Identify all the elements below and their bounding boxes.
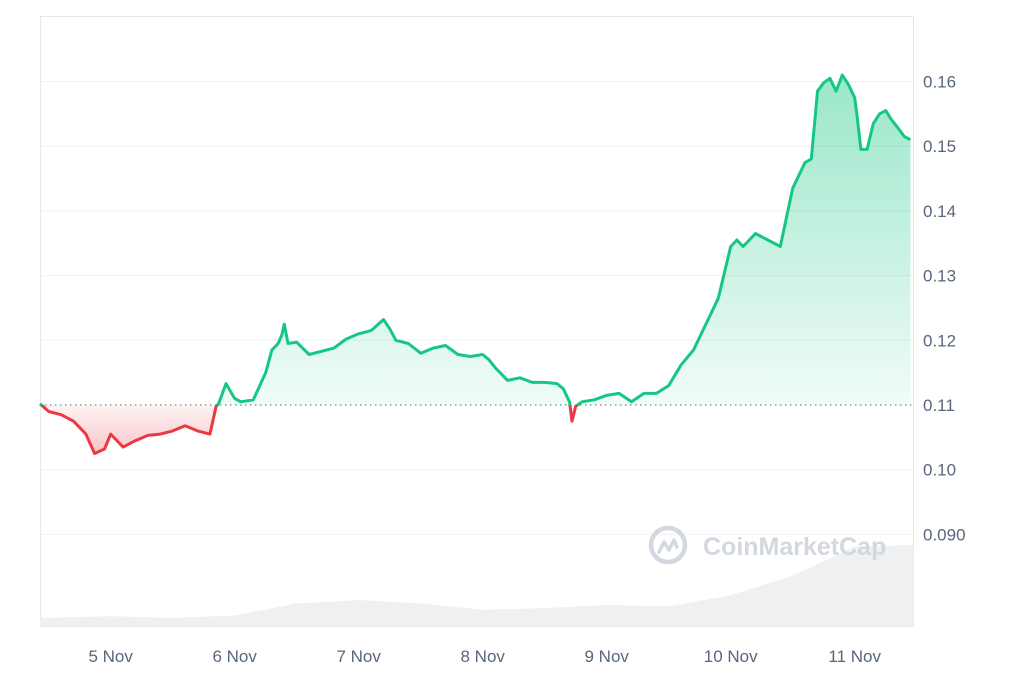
price-area-up xyxy=(40,75,911,405)
x-tick-label: 5 Nov xyxy=(88,647,133,666)
watermark: CoinMarketCap xyxy=(648,525,886,565)
y-tick-label: 0.16 xyxy=(923,73,956,92)
y-tick-label: 0.12 xyxy=(923,331,956,350)
price-area xyxy=(40,75,911,454)
price-line-up xyxy=(38,73,912,405)
x-tick-label: 10 Nov xyxy=(704,647,758,666)
x-tick-label: 6 Nov xyxy=(212,647,257,666)
y-tick-label: 0.13 xyxy=(923,267,956,286)
price-line-down xyxy=(39,405,581,455)
watermark-text: CoinMarketCap xyxy=(703,533,886,561)
y-tick-label: 0.14 xyxy=(923,202,956,221)
x-tick-label: 9 Nov xyxy=(584,647,629,666)
y-tick-label: 0.11 xyxy=(923,396,955,415)
y-tick-label: 0.15 xyxy=(923,137,956,156)
y-tick-label: 0.090 xyxy=(923,525,966,544)
y-axis: 0.16 0.15 0.14 0.13 0.12 0.11 0.10 0.090 xyxy=(923,73,966,545)
price-line xyxy=(38,73,912,455)
coinmarketcap-logo-icon xyxy=(648,525,688,565)
volume-area xyxy=(40,545,913,626)
x-tick-label: 11 Nov xyxy=(828,647,881,666)
price-area-down xyxy=(40,405,911,454)
x-tick-label: 7 Nov xyxy=(336,647,381,666)
x-tick-label: 8 Nov xyxy=(460,647,505,666)
plot-frame xyxy=(40,16,914,627)
y-tick-label: 0.10 xyxy=(923,461,956,480)
x-axis: 5 Nov 6 Nov 7 Nov 8 Nov 9 Nov 10 Nov 11 Nov xyxy=(88,647,881,666)
volume-series xyxy=(40,545,913,626)
